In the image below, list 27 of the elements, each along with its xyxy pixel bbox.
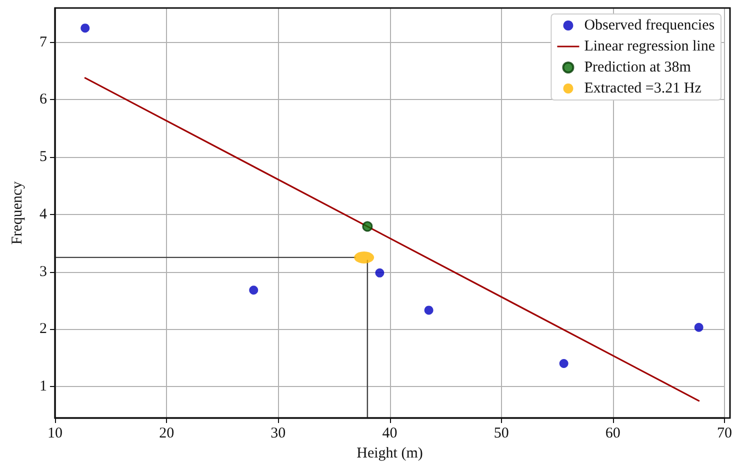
x-tick-label: 30 — [270, 426, 286, 442]
y-tick-label: 3 — [40, 264, 47, 280]
x-axis-title: Height (m) — [356, 445, 423, 462]
x-tick-label: 40 — [382, 426, 398, 442]
y-axis-title: Frequency — [10, 180, 26, 245]
point — [375, 268, 384, 278]
x-tick-label: 60 — [605, 426, 620, 442]
y-tick-label: 4 — [40, 206, 48, 222]
legend-label: Observed frequencies — [584, 18, 715, 34]
y-tick-label: 7 — [40, 34, 48, 50]
y-tick-label: 5 — [40, 149, 47, 166]
point — [80, 24, 90, 33]
point — [424, 306, 434, 315]
y-tick-label: 6 — [40, 92, 48, 108]
point — [249, 286, 258, 295]
x-tick-label: 20 — [159, 426, 174, 442]
legend-label: Linear regression line — [584, 38, 716, 54]
y-tick-label: 1 — [40, 378, 47, 394]
point — [362, 221, 373, 232]
x-tick-label: 50 — [494, 426, 509, 442]
x-tick-label: 10 — [48, 426, 62, 442]
point — [694, 322, 704, 332]
legend-label: Extracted =3.21 Hz — [584, 80, 702, 96]
x-tick-label: 70 — [717, 426, 732, 442]
point — [559, 359, 568, 368]
legend-label: Prediction at 38m — [584, 60, 692, 76]
y-tick-label: 2 — [40, 321, 47, 338]
